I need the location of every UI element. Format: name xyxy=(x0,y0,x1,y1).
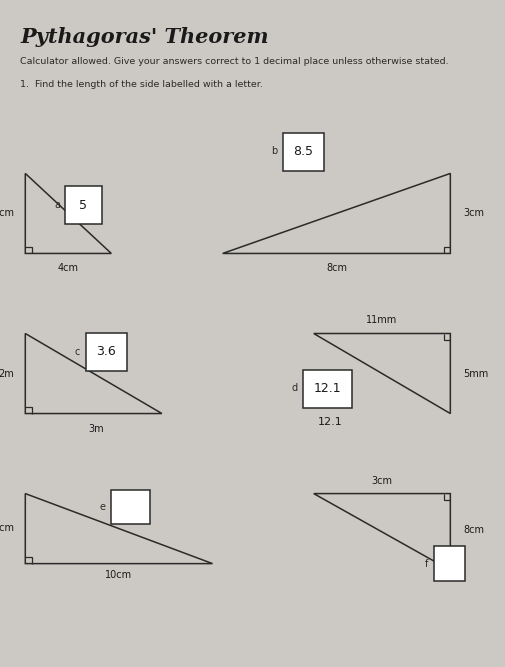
Text: 8.5: 8.5 xyxy=(293,145,313,158)
Text: Calculator allowed. Give your answers correct to 1 decimal place unless otherwis: Calculator allowed. Give your answers co… xyxy=(20,57,448,65)
Text: 3m: 3m xyxy=(88,424,104,434)
Text: 5mm: 5mm xyxy=(462,369,487,378)
Text: c: c xyxy=(74,347,80,356)
Text: a: a xyxy=(55,200,61,209)
Text: 10cm: 10cm xyxy=(105,570,132,580)
FancyBboxPatch shape xyxy=(111,490,149,524)
Text: 8cm: 8cm xyxy=(462,526,483,535)
FancyBboxPatch shape xyxy=(282,133,324,171)
Text: e: e xyxy=(99,502,105,512)
FancyBboxPatch shape xyxy=(433,546,464,581)
Text: 11mm: 11mm xyxy=(366,315,397,325)
Text: 6cm: 6cm xyxy=(0,524,14,533)
Text: 3cm: 3cm xyxy=(0,209,14,218)
FancyBboxPatch shape xyxy=(85,333,127,371)
Text: 1.  Find the length of the side labelled with a letter.: 1. Find the length of the side labelled … xyxy=(20,80,263,89)
Text: 12.1: 12.1 xyxy=(317,417,342,427)
FancyBboxPatch shape xyxy=(65,186,102,224)
Text: 4cm: 4cm xyxy=(58,263,79,273)
Text: 5: 5 xyxy=(79,199,87,211)
Text: 3cm: 3cm xyxy=(371,476,392,486)
FancyBboxPatch shape xyxy=(302,370,351,408)
Text: d: d xyxy=(291,384,297,393)
Text: 12.1: 12.1 xyxy=(313,382,341,395)
Text: 3cm: 3cm xyxy=(462,209,483,218)
Text: 3.6: 3.6 xyxy=(96,346,116,358)
Text: 8cm: 8cm xyxy=(325,263,346,273)
Text: f: f xyxy=(424,559,427,568)
Text: b: b xyxy=(271,147,277,156)
Text: 2m: 2m xyxy=(0,369,14,378)
Text: Pythagoras' Theorem: Pythagoras' Theorem xyxy=(20,27,268,47)
